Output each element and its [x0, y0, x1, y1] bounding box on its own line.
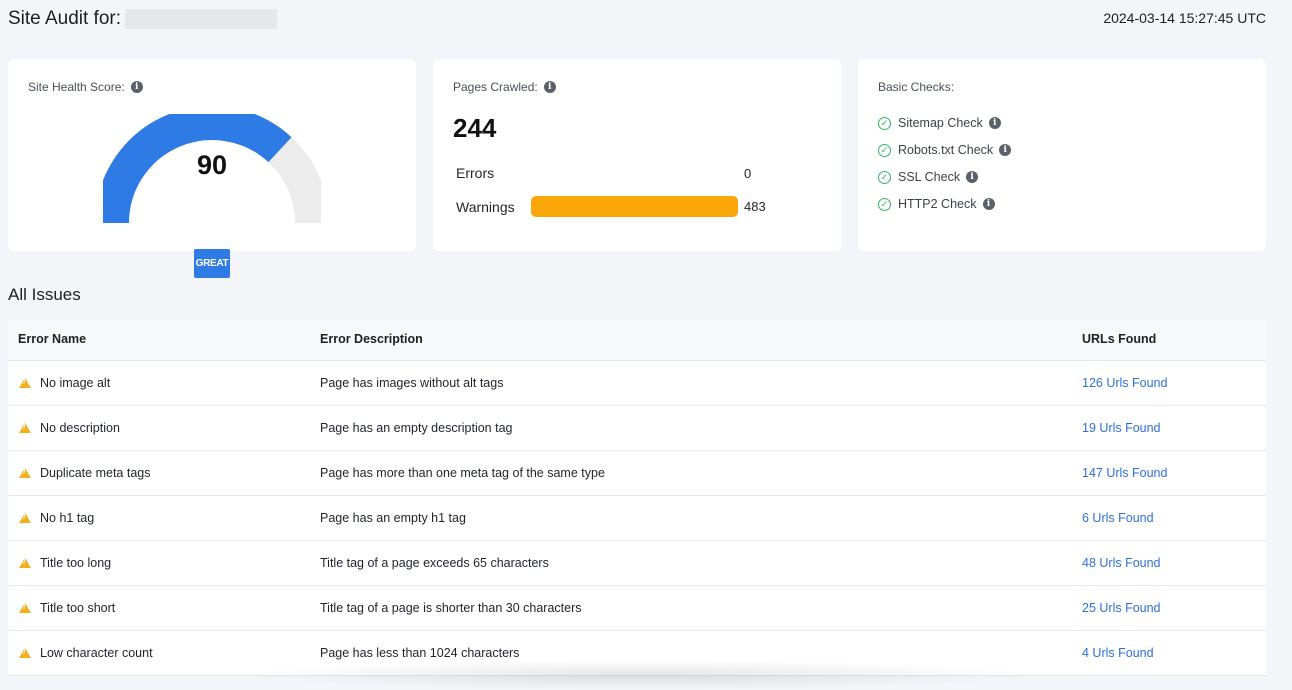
column-header-error-name[interactable]: Error Name — [18, 332, 87, 346]
table-row: No image alt Page has images without alt… — [8, 361, 1266, 406]
warnings-value: 483 — [744, 199, 766, 214]
check-circle-icon: ✓ — [878, 170, 891, 184]
check-circle-icon: ✓ — [878, 143, 891, 157]
pages-crawled-card: Pages Crawled: i 244 Errors 0 Warnings 4… — [433, 59, 841, 251]
error-name: No image alt — [40, 376, 111, 390]
error-description: Title tag of a page exceeds 65 character… — [320, 556, 549, 570]
warning-icon — [19, 378, 31, 388]
error-description: Page has images without alt tags — [320, 376, 504, 390]
title-text: Site Audit for: — [8, 8, 122, 29]
error-description: Title tag of a page is shorter than 30 c… — [320, 601, 582, 615]
warning-icon — [19, 468, 31, 478]
error-description: Page has an empty description tag — [320, 421, 513, 435]
info-icon[interactable]: i — [966, 171, 979, 183]
check-circle-icon: ✓ — [878, 197, 891, 211]
info-icon[interactable]: i — [130, 81, 143, 93]
check-circle-icon: ✓ — [878, 116, 891, 130]
table-row: Duplicate meta tags Page has more than o… — [8, 451, 1266, 496]
warning-icon — [19, 648, 31, 658]
info-icon[interactable]: i — [982, 198, 995, 210]
health-score-label-text: Site Health Score: — [28, 80, 125, 94]
column-header-urls-found[interactable]: URLs Found — [1082, 332, 1157, 346]
audit-timestamp: 2024-03-14 15:27:45 UTC — [1103, 10, 1266, 26]
basic-checks-label: Basic Checks: — [878, 80, 955, 94]
table-row: Title too short Title tag of a page is s… — [8, 586, 1266, 631]
warning-icon — [19, 423, 31, 433]
error-name: Title too short — [40, 601, 116, 615]
column-header-error-description[interactable]: Error Description — [320, 332, 423, 346]
pages-crawled-value: 244 — [453, 113, 497, 143]
check-label: HTTP2 Check — [898, 197, 977, 211]
health-score-label: Site Health Score: i — [28, 80, 143, 94]
error-name: Low character count — [40, 646, 153, 660]
errors-value: 0 — [744, 166, 752, 181]
info-icon[interactable]: i — [999, 144, 1012, 156]
warnings-label: Warnings — [456, 199, 515, 215]
urls-found-link[interactable]: 126 Urls Found — [1082, 376, 1168, 390]
check-item-ssl: ✓ SSL Check i — [878, 170, 979, 184]
table-row: Low character count Page has less than 1… — [8, 631, 1266, 676]
urls-found-link[interactable]: 25 Urls Found — [1082, 601, 1161, 615]
urls-found-link[interactable]: 6 Urls Found — [1082, 511, 1154, 525]
error-name: Title too long — [40, 556, 112, 570]
warnings-bar — [531, 196, 738, 217]
errors-label: Errors — [456, 165, 495, 181]
issues-table: Error Name Error Description URLs Found … — [8, 320, 1266, 676]
check-label: Sitemap Check — [898, 116, 983, 130]
info-icon[interactable]: i — [543, 81, 556, 93]
gauge-fill — [103, 114, 292, 224]
check-item-robots: ✓ Robots.txt Check i — [878, 143, 1012, 157]
urls-found-link[interactable]: 147 Urls Found — [1082, 466, 1168, 480]
warning-icon — [19, 558, 31, 568]
page-title: Site Audit for: — [8, 8, 278, 30]
error-description: Page has more than one meta tag of the s… — [320, 466, 605, 480]
table-header: Error Name Error Description URLs Found — [8, 320, 1266, 361]
redacted-site-name — [125, 9, 278, 29]
warning-icon — [19, 513, 31, 523]
urls-found-link[interactable]: 4 Urls Found — [1082, 646, 1154, 660]
info-icon[interactable]: i — [988, 117, 1001, 129]
urls-found-link[interactable]: 19 Urls Found — [1082, 421, 1161, 435]
error-description: Page has an empty h1 tag — [320, 511, 466, 525]
urls-found-link[interactable]: 48 Urls Found — [1082, 556, 1161, 570]
pages-crawled-label: Pages Crawled: i — [453, 80, 556, 94]
warning-icon — [19, 603, 31, 613]
health-gauge — [103, 114, 321, 224]
table-row: No h1 tag Page has an empty h1 tag 6 Url… — [8, 496, 1266, 541]
health-score-value: 90 — [196, 150, 228, 180]
all-issues-title: All Issues — [8, 285, 81, 304]
table-row: Title too long Title tag of a page excee… — [8, 541, 1266, 586]
error-name: Duplicate meta tags — [40, 466, 151, 480]
health-status-badge: GREAT — [194, 249, 230, 278]
pages-crawled-label-text: Pages Crawled: — [453, 80, 538, 94]
table-row: No description Page has an empty descrip… — [8, 406, 1266, 451]
check-label: Robots.txt Check — [898, 143, 994, 157]
bottom-shadow — [240, 660, 1040, 690]
error-name: No description — [40, 421, 120, 435]
health-score-card: Site Health Score: i 90 GREAT — [8, 59, 416, 278]
basic-checks-card: Basic Checks: ✓ Sitemap Check i ✓ Robots… — [858, 59, 1266, 251]
check-item-sitemap: ✓ Sitemap Check i — [878, 116, 1001, 130]
error-name: No h1 tag — [40, 511, 95, 525]
check-label: SSL Check — [898, 170, 961, 184]
check-item-http2: ✓ HTTP2 Check i — [878, 197, 995, 211]
error-description: Page has less than 1024 characters — [320, 646, 520, 660]
